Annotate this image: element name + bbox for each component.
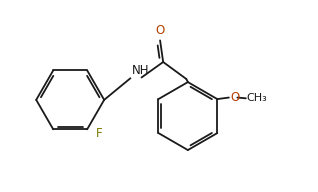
Text: O: O (156, 24, 165, 36)
Text: F: F (96, 127, 102, 140)
Text: NH: NH (132, 65, 149, 77)
Text: O: O (231, 91, 240, 104)
Text: CH₃: CH₃ (247, 93, 267, 103)
